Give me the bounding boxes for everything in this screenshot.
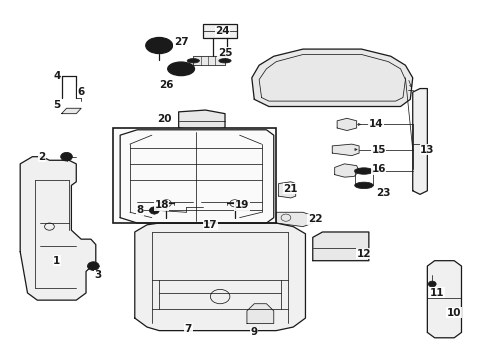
Polygon shape <box>336 118 356 131</box>
Polygon shape <box>246 304 273 323</box>
Polygon shape <box>178 110 224 131</box>
Circle shape <box>61 152 72 161</box>
Text: 7: 7 <box>184 324 192 334</box>
Text: 12: 12 <box>356 248 370 258</box>
Text: 5: 5 <box>53 100 61 110</box>
Text: 10: 10 <box>446 308 461 318</box>
Text: 25: 25 <box>217 48 232 58</box>
Text: 24: 24 <box>215 26 229 36</box>
Text: 14: 14 <box>368 120 383 129</box>
Circle shape <box>149 207 159 214</box>
Text: 2: 2 <box>39 152 46 162</box>
Ellipse shape <box>354 168 372 174</box>
Polygon shape <box>120 130 273 223</box>
Text: 16: 16 <box>370 164 385 174</box>
Polygon shape <box>193 56 224 65</box>
Text: 17: 17 <box>203 220 217 230</box>
Ellipse shape <box>167 62 194 76</box>
Polygon shape <box>312 232 368 261</box>
Polygon shape <box>61 108 81 114</box>
Circle shape <box>150 39 167 52</box>
Polygon shape <box>278 182 295 198</box>
Polygon shape <box>412 89 427 194</box>
Text: 6: 6 <box>78 87 84 97</box>
Ellipse shape <box>219 59 231 63</box>
Text: 22: 22 <box>307 215 322 224</box>
Polygon shape <box>276 212 312 226</box>
Polygon shape <box>334 164 358 177</box>
Text: 8: 8 <box>136 206 143 216</box>
Polygon shape <box>20 157 96 300</box>
Bar <box>203 24 237 39</box>
Text: 13: 13 <box>419 144 434 154</box>
Text: 26: 26 <box>159 80 173 90</box>
Text: 27: 27 <box>173 37 188 47</box>
Ellipse shape <box>187 59 199 63</box>
Text: 9: 9 <box>250 327 257 337</box>
Text: 1: 1 <box>53 256 61 266</box>
Text: 18: 18 <box>154 200 168 210</box>
Text: 21: 21 <box>283 184 298 194</box>
Text: 4: 4 <box>53 71 61 81</box>
Circle shape <box>87 262 99 270</box>
Polygon shape <box>427 261 461 338</box>
Text: 19: 19 <box>234 200 249 210</box>
Circle shape <box>427 281 435 287</box>
Polygon shape <box>251 49 412 107</box>
Polygon shape <box>331 144 358 156</box>
Ellipse shape <box>145 37 172 54</box>
Circle shape <box>173 63 188 74</box>
Ellipse shape <box>354 182 372 189</box>
Bar <box>113 128 276 223</box>
Text: 15: 15 <box>370 144 385 154</box>
Text: 3: 3 <box>94 270 102 280</box>
Text: 23: 23 <box>375 188 390 198</box>
Text: 20: 20 <box>157 114 171 124</box>
Text: 11: 11 <box>429 288 444 298</box>
Polygon shape <box>135 223 305 330</box>
